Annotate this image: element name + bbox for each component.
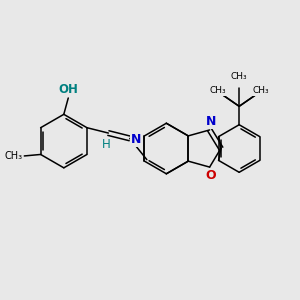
Text: O: O — [206, 169, 216, 182]
Text: CH₃: CH₃ — [252, 86, 269, 95]
Text: N: N — [131, 133, 142, 146]
Text: CH₃: CH₃ — [209, 86, 226, 95]
Text: H: H — [102, 138, 110, 151]
Text: OH: OH — [58, 83, 78, 97]
Text: CH₃: CH₃ — [5, 151, 23, 161]
Text: CH₃: CH₃ — [231, 72, 247, 81]
Text: N: N — [206, 115, 216, 128]
